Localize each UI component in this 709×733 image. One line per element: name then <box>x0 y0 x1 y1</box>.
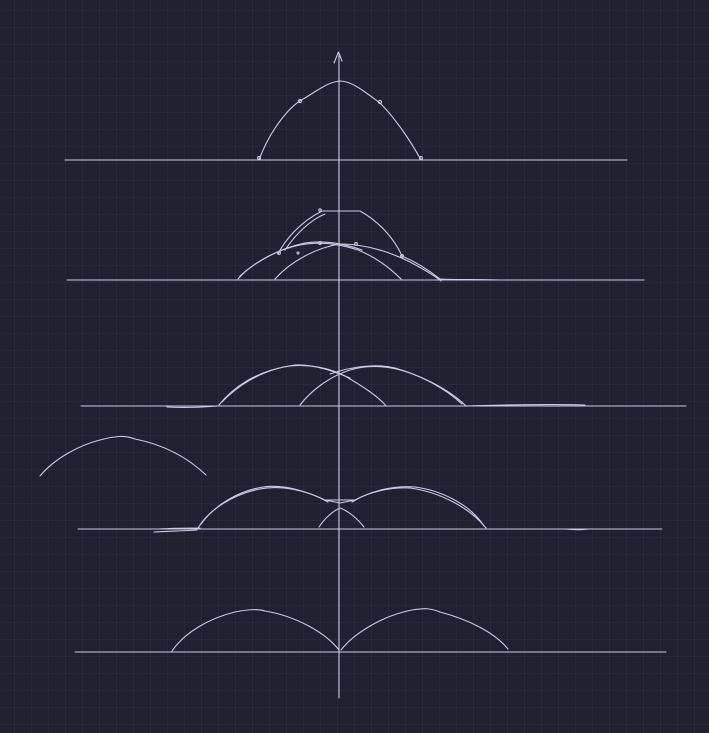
arc-2-left-outer <box>239 241 363 277</box>
arc-3-right-outer <box>329 365 463 405</box>
arc-5-left <box>171 609 340 652</box>
arc-2-flat-top-inner <box>284 213 326 251</box>
arc-1-mark-left <box>297 98 303 104</box>
baseline-3-overstroke <box>166 405 219 408</box>
arc-2-mark-c <box>354 242 358 246</box>
arc-3-left-outer <box>221 364 351 403</box>
arc-2-flat-top <box>277 210 403 257</box>
arc-1-center <box>258 80 422 161</box>
arc-2-mark-d <box>400 254 404 258</box>
row-2 <box>66 208 645 282</box>
baseline-3-overstroke-right <box>465 404 586 407</box>
row-1 <box>64 80 628 161</box>
arc-1-mark-left-end <box>257 156 261 160</box>
arc-4-cusp-left <box>318 507 365 528</box>
row-4 <box>77 485 663 533</box>
arc-2-right-outer <box>401 255 501 281</box>
arc-2-mark-f <box>296 251 300 255</box>
arc-5-right <box>340 608 509 651</box>
arc-2-mark-a <box>277 251 281 255</box>
arc-2-mark-e <box>318 208 322 212</box>
arc-2-right <box>274 243 442 282</box>
baseline-4-overstroke-right <box>564 528 590 531</box>
arc-2-mark-b <box>318 241 322 245</box>
row-3 <box>80 364 687 408</box>
vertical-axis-arrow <box>333 51 343 699</box>
baseline-4-overstroke-left <box>153 529 198 533</box>
arc-4-left-outer <box>200 485 329 525</box>
baseline-4-overstroke-left-2 <box>157 527 201 530</box>
arc-1-mark-right <box>377 99 383 105</box>
row-5 <box>74 608 667 653</box>
stray-arc <box>39 435 207 477</box>
arc-4-right-outer <box>351 486 485 527</box>
arrow-head-icon <box>333 51 343 64</box>
arc-1-mark-right-end <box>419 156 423 160</box>
